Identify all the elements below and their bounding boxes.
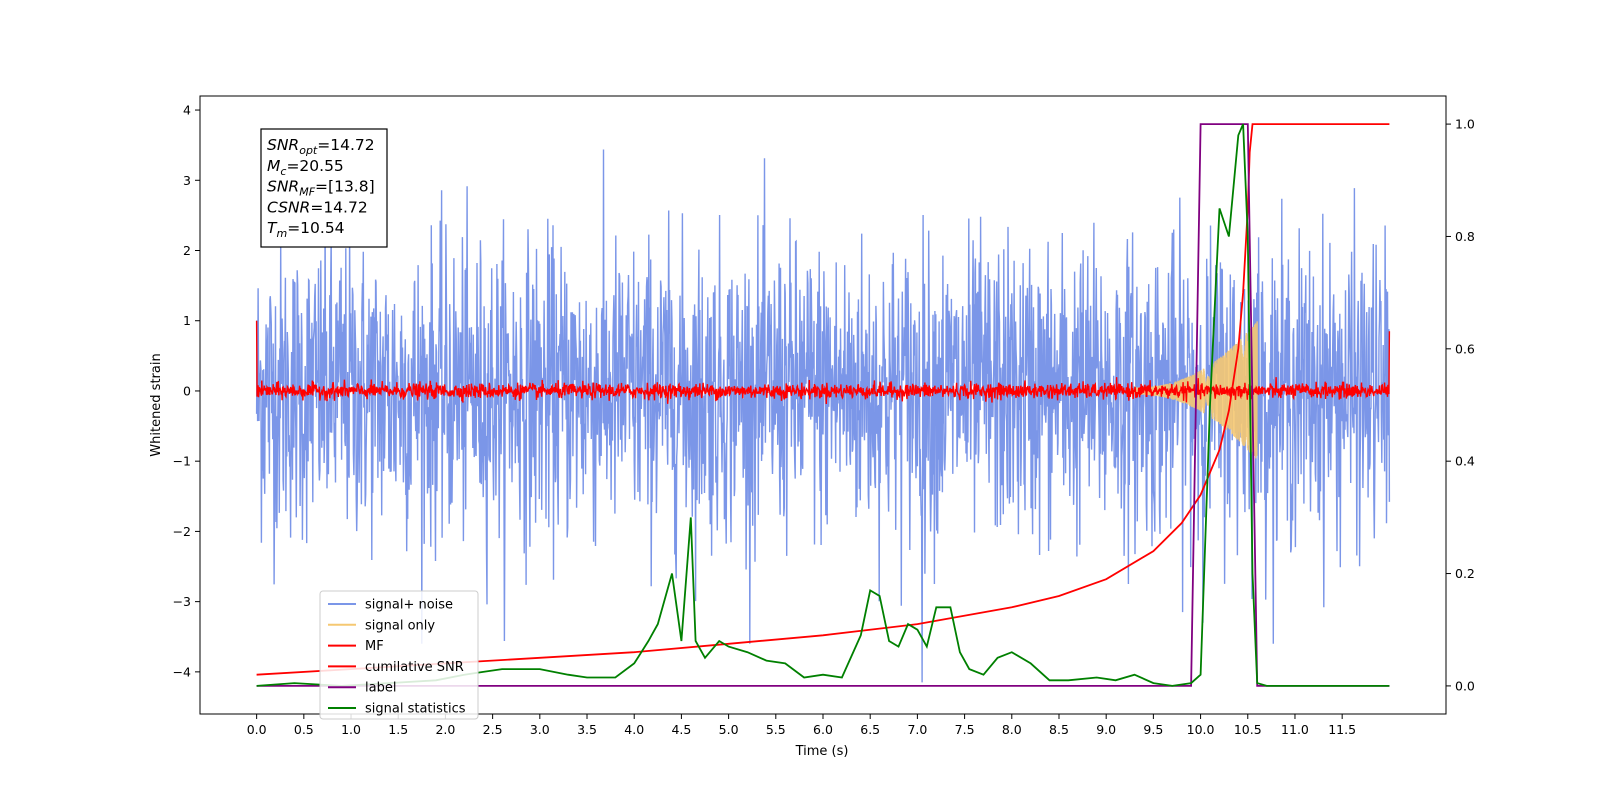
legend-label: cumilative SNR (365, 660, 464, 675)
legend: signal+ noise signal only MF cumilative SNR… (319, 590, 479, 720)
y-tick-label: 1 (183, 313, 191, 328)
x-tick-label: 11.0 (1281, 722, 1309, 737)
x-tick-label: 6.5 (860, 722, 880, 737)
x-tick-label: 1.5 (388, 722, 408, 737)
x-tick-label: 0.0 (247, 722, 267, 737)
x-tick-label: 3.5 (577, 722, 597, 737)
series-signal-noise-line (255, 149, 1391, 683)
x-tick-label: 11.5 (1328, 722, 1356, 737)
x-tick-label: 1.0 (341, 722, 361, 737)
y-axis-label: Whitened strain (149, 353, 164, 456)
x-tick-label: 8.5 (1049, 722, 1069, 737)
x-tick-label: 9.0 (1096, 722, 1116, 737)
legend-label: MF (365, 639, 384, 654)
x-tick-label: 10.0 (1187, 722, 1215, 737)
annotation-line: Mc=20.55 (267, 157, 344, 178)
y-tick-label: 2 (183, 243, 191, 258)
legend-frame (319, 590, 479, 720)
x-tick-label: 0.5 (294, 722, 314, 737)
y-tick-label: 4 (183, 103, 191, 118)
y-tick-label: −2 (173, 524, 191, 539)
annotation-box: SNRopt=14.72Mc=20.55SNRMF=[13.8]CSNR=14.… (260, 128, 388, 248)
y-tick-label: 3 (183, 173, 191, 188)
x-tick-label: 2.5 (483, 722, 503, 737)
x-tick-label: 3.0 (530, 722, 550, 737)
annotation-frame (260, 128, 388, 248)
x-tick-label: 7.5 (955, 722, 975, 737)
y-right-tick-label: 0.4 (1455, 454, 1475, 469)
y-axis-left: 4 3 2 1 0 −1 −2 −3 −4 (173, 103, 200, 679)
series-cumilative-snr-line (256, 123, 1390, 676)
annotation-line: Tm=10.54 (267, 219, 345, 240)
y-right-tick-label: 1.0 (1455, 117, 1475, 132)
y-right-tick-label: 0.2 (1455, 566, 1475, 581)
y-tick-label: −1 (173, 454, 191, 469)
y-tick-label: 0 (183, 383, 191, 398)
x-tick-label: 8.0 (1002, 722, 1022, 737)
y-right-tick-label: 0.6 (1455, 341, 1475, 356)
x-tick-label: 2.0 (435, 722, 455, 737)
x-tick-label: 7.0 (907, 722, 927, 737)
x-axis-label: Time (s) (795, 744, 849, 759)
x-tick-label: 5.0 (719, 722, 739, 737)
y-right-tick-label: 0.8 (1455, 229, 1475, 244)
y-tick-label: −4 (173, 664, 191, 679)
x-tick-label: 4.5 (671, 722, 691, 737)
x-tick-label: 10.5 (1234, 722, 1262, 737)
x-tick-label: 5.5 (766, 722, 786, 737)
x-tick-label: 6.0 (813, 722, 833, 737)
y-right-tick-label: 0.0 (1455, 678, 1475, 693)
series-signal-statistics-line (256, 123, 1390, 687)
annotation-line: CSNR=14.72 (267, 198, 368, 216)
annotation-line: SNRopt=14.72 (267, 136, 375, 157)
legend-label: signal statistics (365, 702, 466, 717)
annotation-line: SNRMF=[13.8] (267, 178, 375, 199)
y-tick-label: −3 (173, 594, 191, 609)
series-layer (255, 123, 1391, 687)
legend-label: signal only (365, 618, 435, 633)
x-tick-label: 4.0 (624, 722, 644, 737)
x-axis: 0.0 0.5 1.0 1.5 2.0 2.5 3.0 3.5 4.0 4.5 5.0 5.5 6.0 6… (247, 714, 1356, 737)
legend-label: signal+ noise (365, 598, 453, 613)
y-axis-right: 1.0 0.8 0.6 0.4 0.2 0.0 (1446, 117, 1475, 693)
x-tick-label: 9.5 (1143, 722, 1163, 737)
legend-label: label (365, 681, 396, 696)
series-mf-line (255, 320, 1391, 405)
